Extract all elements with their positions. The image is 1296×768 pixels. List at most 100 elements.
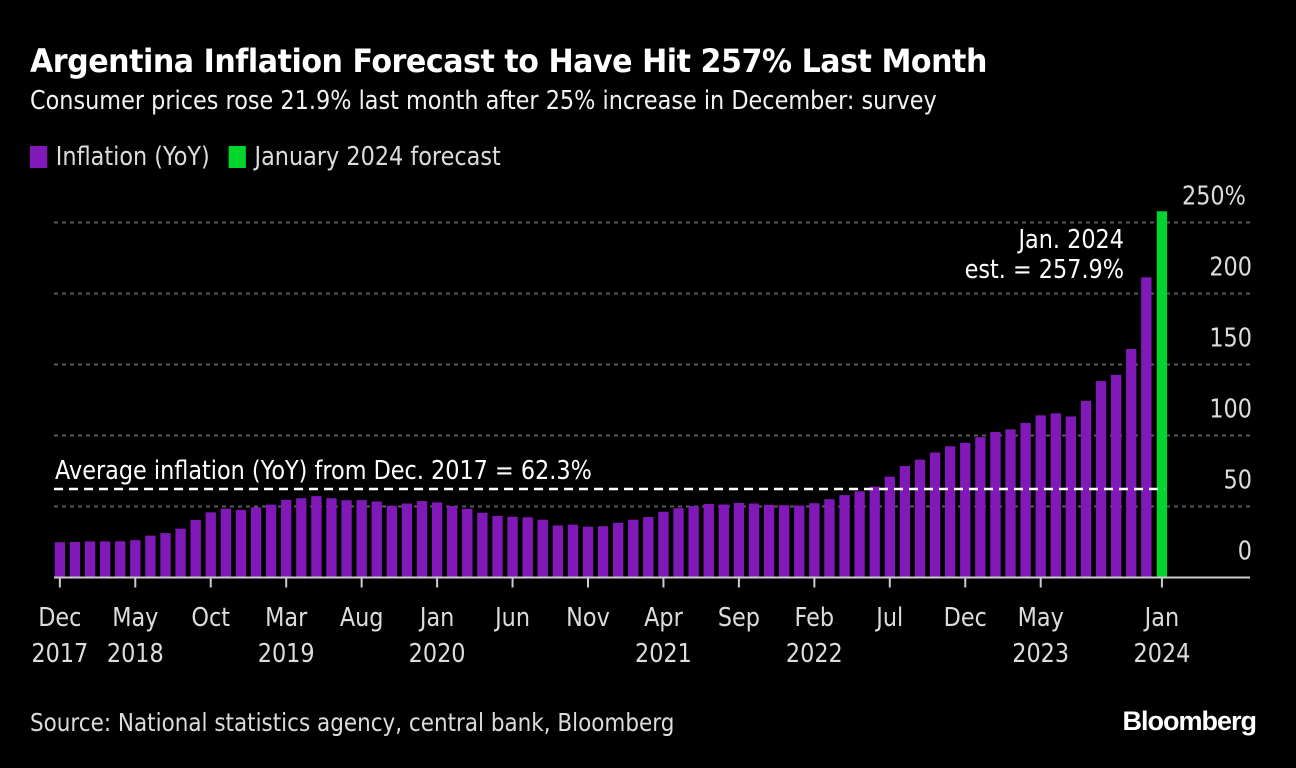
bar-inflation: [462, 508, 473, 578]
bar-inflation: [492, 515, 503, 578]
bar-inflation: [1035, 415, 1046, 578]
bloomberg-logo: Bloomberg: [1122, 706, 1257, 736]
bar-inflation: [688, 506, 699, 578]
bar-inflation: [1126, 349, 1137, 578]
legend-item-inflation: Inflation (YoY): [30, 142, 210, 172]
x-tick-month: Nov: [566, 601, 610, 632]
x-tick-month: Dec: [38, 601, 81, 632]
bar-inflation: [899, 466, 911, 578]
legend: Inflation (YoY) January 2024 forecast: [30, 142, 520, 172]
bar-inflation: [884, 476, 895, 578]
bar-inflation: [824, 499, 835, 578]
bar-inflation: [220, 508, 231, 578]
legend-swatch-forecast: [228, 146, 246, 168]
source-note: Source: National statistics agency, cent…: [30, 708, 675, 737]
bar-inflation: [115, 541, 126, 578]
bar-inflation: [673, 508, 684, 578]
y-tick-label: 200: [1209, 251, 1252, 282]
bar-inflation: [522, 517, 533, 578]
bar-inflation: [1050, 413, 1061, 578]
x-tick-month: Jun: [493, 601, 530, 632]
average-line-group: Average inflation (YoY) from Dec. 2017 =…: [54, 454, 1165, 491]
bar-inflation: [748, 503, 760, 578]
bar-inflation: [296, 498, 307, 578]
x-tick-month: Aug: [340, 601, 384, 632]
bar-inflation: [416, 501, 428, 578]
bar-inflation: [281, 499, 292, 578]
bar-inflation: [265, 504, 277, 578]
y-tick-label: 50: [1224, 464, 1252, 495]
bar-inflation: [190, 519, 201, 578]
bar-forecast: [1156, 211, 1168, 578]
bar-inflation: [130, 540, 141, 578]
bar-inflation: [1005, 429, 1016, 578]
bar-inflation: [990, 431, 1001, 578]
x-tick-month: Jan: [418, 601, 454, 632]
y-tick-label: 100: [1209, 393, 1252, 424]
bar-inflation: [718, 504, 729, 578]
bar-inflation: [869, 486, 880, 578]
bar-inflation: [552, 525, 563, 578]
bar-inflation: [145, 535, 156, 578]
bar-inflation: [809, 503, 820, 578]
annotation-line1: Jan. 2024: [1017, 223, 1124, 254]
bar-inflation: [401, 503, 413, 578]
bar-inflation: [431, 502, 443, 578]
bar-inflation: [69, 542, 81, 578]
x-tick-month: Dec: [944, 601, 987, 632]
bar-inflation: [507, 516, 518, 578]
bar-inflation: [84, 541, 96, 578]
bar-inflation: [54, 542, 65, 578]
x-tick-month: Sep: [718, 601, 760, 632]
chart-subtitle: Consumer prices rose 21.9% last month af…: [30, 86, 937, 116]
bar-inflation: [960, 442, 971, 578]
bar-inflation: [658, 511, 669, 578]
legend-label-forecast: January 2024 forecast: [254, 142, 501, 172]
bar-inflation: [567, 524, 579, 578]
bar-inflation: [235, 509, 247, 578]
x-tick-year: 2020: [409, 637, 466, 668]
legend-swatch-inflation: [30, 146, 48, 168]
bar-inflation: [1020, 423, 1031, 578]
bar-inflation: [341, 500, 352, 578]
bar-inflation: [839, 495, 850, 578]
bar-inflation: [356, 500, 367, 578]
y-axis-labels: 0 50 100 150 200 250%: [1182, 180, 1252, 566]
bar-inflation: [703, 503, 714, 578]
y-tick-label: 150: [1209, 322, 1252, 353]
x-axis-labels: Dec 2017 May 2018 Oct Mar 2019 Aug Jan 2020 Jun Nov…: [31, 601, 1190, 668]
y-tick-label: 0: [1238, 535, 1252, 566]
bar-inflation: [613, 522, 624, 578]
x-tick-year: 2019: [258, 637, 315, 668]
x-tick-month: May: [1018, 601, 1064, 632]
x-tick-month: Feb: [795, 601, 835, 632]
bar-inflation: [477, 512, 488, 578]
bar-inflation: [386, 505, 397, 578]
bar-inflation: [628, 519, 639, 578]
legend-item-forecast: January 2024 forecast: [228, 142, 501, 172]
x-tick-month: Jan: [1143, 601, 1179, 632]
bars: [54, 211, 1168, 578]
bar-inflation: [160, 533, 171, 578]
bar-inflation: [1141, 277, 1152, 578]
x-tick-year: 2023: [1012, 637, 1069, 668]
x-tick-month: May: [112, 601, 158, 632]
legend-label-inflation: Inflation (YoY): [55, 142, 210, 172]
bar-inflation: [854, 491, 865, 578]
bar-inflation: [582, 526, 594, 578]
bar-inflation: [945, 446, 956, 578]
bar-inflation: [929, 452, 941, 578]
bar-inflation: [205, 512, 216, 578]
bar-inflation: [371, 501, 382, 578]
bar-inflation: [1065, 416, 1077, 578]
average-line-label: Average inflation (YoY) from Dec. 2017 =…: [55, 454, 592, 485]
x-tick-month: Apr: [644, 601, 683, 632]
bar-inflation: [794, 505, 805, 578]
bar-inflation: [733, 502, 745, 578]
bar-inflation: [643, 517, 654, 578]
bar-inflation: [99, 541, 111, 578]
x-tick-month: Mar: [265, 601, 307, 632]
bar-inflation: [311, 496, 322, 578]
x-tick-month: Jul: [874, 601, 903, 632]
annotation-line2: est. = 257.9%: [965, 253, 1124, 284]
